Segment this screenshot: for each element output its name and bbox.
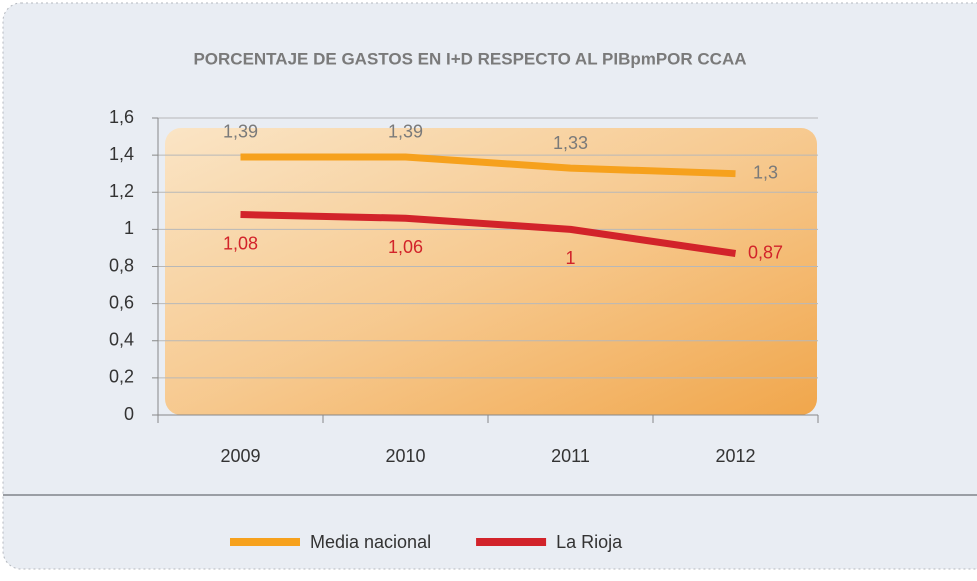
legend-label: Media nacional — [310, 532, 431, 552]
y-tick-label: 0,8 — [109, 255, 134, 275]
y-tick-label: 0,2 — [109, 367, 134, 387]
y-tick-label: 0,6 — [109, 292, 134, 312]
legend-swatch — [476, 538, 546, 546]
x-tick-label: 2011 — [551, 446, 590, 466]
legend-label: La Rioja — [556, 532, 623, 552]
data-label: 1,33 — [553, 133, 588, 153]
data-label: 1,39 — [223, 122, 258, 142]
x-tick-label: 2009 — [220, 446, 260, 466]
data-label: 1 — [565, 248, 575, 268]
y-tick-label: 1,6 — [109, 107, 134, 127]
data-label: 1,08 — [223, 233, 258, 253]
y-tick-label: 1 — [124, 218, 134, 238]
chart-title: PORCENTAJE DE GASTOS EN I+D RESPECTO AL … — [193, 49, 746, 68]
y-tick-label: 1,4 — [109, 144, 134, 164]
data-label: 1,06 — [388, 237, 423, 257]
chart: PORCENTAJE DE GASTOS EN I+D RESPECTO AL … — [0, 0, 977, 576]
legend-swatch — [230, 538, 300, 546]
data-label: 1,3 — [753, 162, 778, 182]
page: {"chart_data": {"type": "line", "title":… — [0, 0, 977, 581]
data-label: 1,39 — [388, 122, 423, 142]
y-tick-label: 0,4 — [109, 330, 134, 350]
y-tick-label: 1,2 — [109, 181, 134, 201]
x-tick-label: 2012 — [715, 446, 755, 466]
y-tick-label: 0 — [124, 404, 134, 424]
data-label: 0,87 — [748, 242, 783, 262]
x-tick-label: 2010 — [385, 446, 425, 466]
